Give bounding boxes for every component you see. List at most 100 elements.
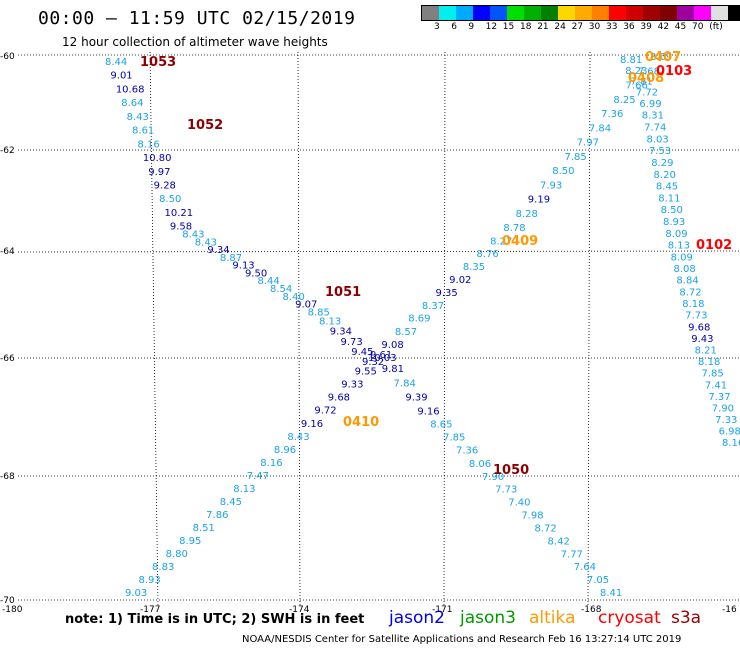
swh-value: 8.72	[679, 287, 701, 298]
swh-value: 8.93	[139, 575, 161, 586]
swh-value: 8.87	[220, 253, 242, 264]
scale-swatch	[728, 6, 740, 20]
swh-value: 9.39	[405, 392, 427, 403]
swh-value: 7.74	[644, 123, 666, 134]
swh-value: 8.78	[503, 223, 525, 234]
track-0102-0103: 8.818.237.817.726.998.317.748.037.538.29…	[620, 55, 740, 449]
track-0409-0410: 9.03 8.93 8.83 8.80 8.95 8.51 7.86 8.45 8.13 7.47…	[125, 52, 672, 599]
swh-value: 7.05	[587, 575, 609, 586]
pass-label-0410: 0410	[343, 415, 379, 430]
legend-s3a: s3a	[671, 608, 702, 628]
swh-tracks: 8.449.0110.688.648.438.618.1610.809.979.…	[105, 52, 740, 599]
swh-value: 8.37	[422, 301, 444, 312]
swh-value: 7.64	[574, 562, 596, 573]
pass-label-0407: 0407	[645, 50, 681, 65]
pass-label-0103: 0103	[656, 64, 692, 79]
lon-line	[587, 51, 591, 606]
swh-value: 9.45	[351, 347, 373, 358]
swh-value: 9.32	[362, 357, 384, 368]
lon-line	[297, 51, 301, 606]
swh-value: 7.37	[708, 392, 730, 403]
swh-value: 7.86	[206, 510, 228, 521]
lat-label: -70	[0, 596, 15, 606]
swh-value: 7.40	[508, 498, 530, 509]
swh-value: 8.27	[490, 236, 512, 247]
axis-labels: -180 -177 -174 -171 -168 -16 -60 -62 -64 -66 -68 -7…	[0, 52, 737, 615]
swh-value: 9.13	[232, 261, 254, 272]
swh-value: 8.72	[534, 523, 556, 534]
swh-value: 9.72	[314, 406, 336, 417]
swh-value: 8.03	[646, 134, 668, 145]
swh-value: 9.50	[245, 268, 267, 279]
swh-value: 9.01	[110, 71, 132, 82]
swh-value: 8.13	[319, 317, 341, 328]
lon-line	[149, 51, 159, 606]
scale-swatch	[439, 6, 456, 20]
lat-label: -66	[0, 354, 15, 364]
swh-value: 8.54	[270, 284, 292, 295]
scale-label: 15	[502, 22, 515, 32]
swh-value: 8.83	[152, 562, 174, 573]
swh-value: 9.68	[688, 322, 710, 333]
scale-swatch	[575, 6, 592, 20]
swh-value: 8.43	[127, 112, 149, 123]
lon-line	[443, 51, 446, 606]
swh-value: 8.81	[620, 55, 642, 66]
swh-value: 8.93	[663, 217, 685, 228]
swh-value: 7.85	[564, 152, 586, 163]
swh-value: 8.16	[137, 139, 159, 150]
swh-value: 8.42	[548, 536, 570, 547]
swh-value: 8.50	[552, 166, 574, 177]
swh-value: 7.53	[649, 146, 671, 157]
swh-value: 9.81	[382, 364, 404, 375]
swh-value: 7.98	[521, 511, 543, 522]
swh-value: 8.44	[257, 276, 279, 287]
pass-label-1052: 1052	[187, 118, 223, 133]
pass-label-1053: 1053	[140, 55, 176, 70]
pass-label-0408: 0408	[628, 71, 664, 86]
credit-line: NOAA/NESDIS Center for Satellite Applica…	[242, 634, 682, 645]
swh-value: 10.21	[164, 208, 193, 219]
swh-value: 9.19	[528, 195, 550, 206]
lon-label: -171	[432, 605, 452, 615]
swh-value: 8.43	[182, 230, 204, 241]
scale-label: 45	[674, 22, 687, 32]
scale-label: 70	[692, 22, 704, 32]
swh-value: 9.58	[170, 222, 192, 233]
pass-label-0102: 0102	[696, 238, 732, 253]
swh-value: 9.34	[330, 327, 352, 338]
swh-value: 8.11	[658, 193, 680, 204]
swh-value: 9.43	[691, 334, 713, 345]
swh-value: 8.65	[430, 419, 452, 430]
swh-value: 7.90	[712, 403, 734, 414]
scale-label: 24	[554, 22, 566, 32]
scale-swatch	[473, 6, 490, 20]
swh-value: 9.02	[449, 275, 471, 286]
lat-label: -60	[0, 52, 15, 62]
scale-swatch	[609, 6, 626, 20]
legend-altika: altika	[529, 608, 576, 628]
swh-value: 8.45	[656, 182, 678, 193]
scale-swatch	[711, 6, 728, 20]
color-scale-bar	[421, 5, 740, 21]
lat-line	[17, 250, 740, 253]
scale-swatch	[507, 6, 524, 20]
lat-label: -64	[0, 247, 15, 257]
swh-value: 10.68	[116, 84, 145, 95]
pass-label-1051: 1051	[325, 285, 361, 300]
swh-value: 8.43	[287, 432, 309, 443]
swh-value: 8.76	[476, 249, 498, 260]
track-1051-1052-1053: 8.44 9.01 10.68 8.64 8.43 8.61 8.16 10.80 9.97 9.…	[105, 57, 384, 368]
scale-label: 9	[468, 22, 475, 32]
swh-value: 8.41	[600, 588, 622, 599]
lat-label: -62	[0, 146, 15, 156]
pass-labels: 1053 1052 1051 1050 0407 0408 0409 0410 0103 0102	[140, 50, 732, 478]
swh-value: 7.90	[482, 472, 504, 483]
swh-value: 8.28	[516, 209, 538, 220]
scale-swatch	[643, 6, 660, 20]
swh-value: 8.09	[671, 252, 693, 263]
swh-value: 9.16	[417, 406, 439, 417]
scale-label: 33	[606, 22, 618, 32]
swh-value: 8.50	[661, 205, 683, 216]
